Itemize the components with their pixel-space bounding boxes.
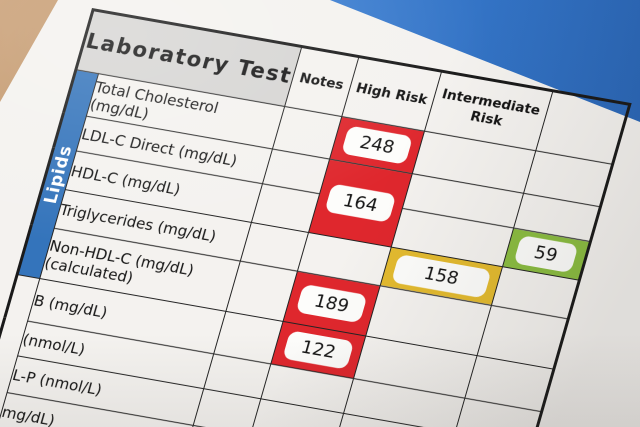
result-value: 59 [513,234,579,274]
result-value: 122 [282,330,355,370]
result-value: 189 [295,283,368,324]
result-value: 248 [340,125,414,165]
result-value: 164 [324,183,397,223]
